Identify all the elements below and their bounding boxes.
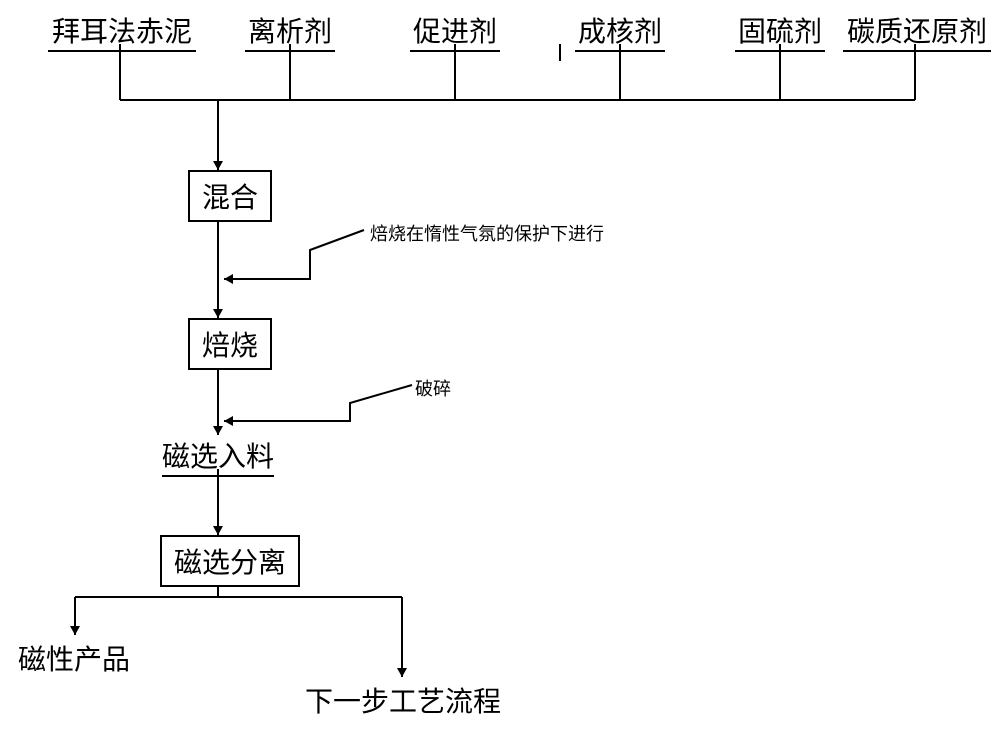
input-label-2: 促进剂: [410, 10, 500, 52]
connector-lines: [0, 0, 1000, 734]
input-label-1: 离析剂: [245, 10, 335, 52]
input-label-4: 固硫剂: [735, 10, 825, 52]
input-label-0: 拜耳法赤泥: [48, 10, 196, 52]
process-box-2: 磁选分离: [160, 535, 300, 587]
plain-label-1: 下一步工艺流程: [305, 680, 501, 720]
process-box-0: 混合: [188, 170, 272, 222]
process-box-1: 焙烧: [188, 318, 272, 370]
input-label-3: 成核剂: [575, 10, 665, 52]
flowchart-canvas: 拜耳法赤泥 离析剂 促进剂 成核剂 固硫剂碳质还原剂混合焙烧磁选分离 磁选入料磁性产品下一…: [0, 0, 1000, 734]
input-label-5: 碳质还原剂: [843, 10, 991, 52]
annotation-label-1: 破碎: [415, 375, 451, 401]
annotation-label-0: 焙烧在惰性气氛的保护下进行: [370, 220, 604, 246]
plain-label-0: 磁性产品: [18, 638, 130, 678]
underlined-label-0: 磁选入料: [162, 435, 274, 477]
